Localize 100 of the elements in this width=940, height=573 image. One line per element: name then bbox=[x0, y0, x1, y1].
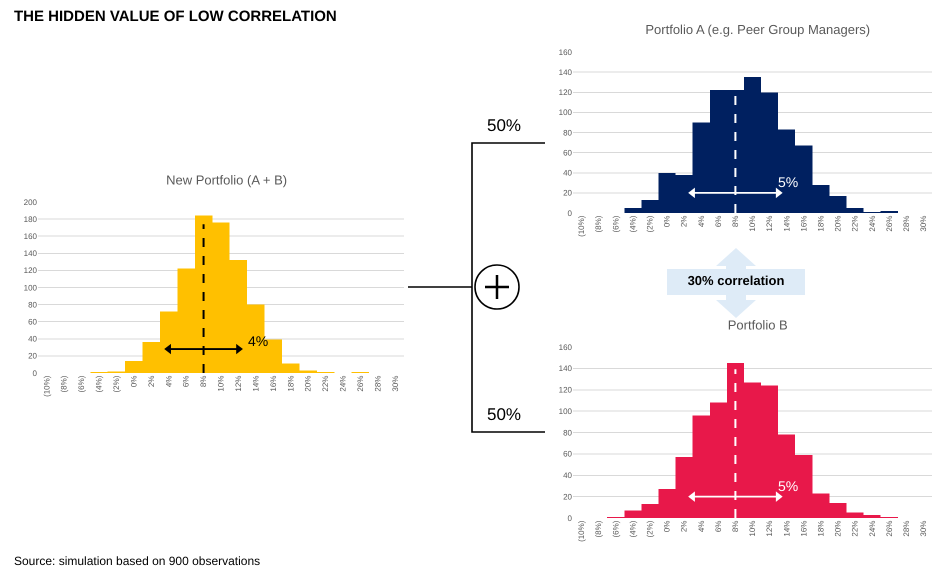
x-tick-label: 4% bbox=[164, 376, 174, 388]
y-tick-label: 200 bbox=[24, 198, 38, 207]
x-tick-label: (6%) bbox=[611, 215, 620, 232]
x-tick-label: 30% bbox=[919, 216, 928, 232]
x-tick-label: 4% bbox=[696, 216, 706, 228]
x-tick-label: 18% bbox=[816, 216, 826, 232]
x-tick-label: (2%) bbox=[646, 520, 655, 538]
y-tick-label: 0 bbox=[32, 368, 38, 378]
x-tick-label: (4%) bbox=[628, 215, 638, 232]
chart-title: Portfolio B bbox=[728, 317, 788, 332]
y-tick-label: 140 bbox=[558, 364, 573, 374]
y-tick-label: 40 bbox=[28, 334, 38, 344]
y-tick-label: 0 bbox=[568, 514, 573, 523]
y-tick-label: 40 bbox=[563, 168, 573, 178]
x-tick-label: 20% bbox=[834, 520, 843, 537]
x-tick-label: 26% bbox=[884, 520, 894, 537]
y-tick-label: 180 bbox=[24, 214, 38, 224]
x-tick-label: (2%) bbox=[112, 375, 122, 392]
source-note: Source: simulation based on 900 observations bbox=[14, 554, 260, 568]
y-tick-label: 120 bbox=[558, 386, 573, 395]
x-tick-label: 28% bbox=[373, 376, 382, 392]
text: THE HIDDEN VALUE OF LOW CORRELATION bbox=[14, 8, 337, 25]
x-tick-label: 12% bbox=[765, 520, 774, 537]
text: 50% bbox=[487, 116, 522, 136]
chart-title: Portfolio A (e.g. Peer Group Managers) bbox=[645, 22, 870, 38]
x-tick-label: 10% bbox=[216, 376, 226, 392]
text: 30% correlation bbox=[686, 273, 786, 288]
annotation: 4% bbox=[248, 333, 268, 349]
x-tick-label: 18% bbox=[816, 520, 826, 537]
x-tick-label: (8%) bbox=[594, 520, 604, 538]
x-tick-label: 6% bbox=[714, 216, 723, 228]
y-tick-label: 100 bbox=[24, 283, 38, 292]
x-tick-label: 0% bbox=[662, 520, 672, 532]
x-tick-label: 16% bbox=[799, 216, 808, 232]
y-tick-label: 100 bbox=[558, 108, 573, 118]
x-tick-label: 22% bbox=[850, 520, 860, 537]
y-tick-label: 60 bbox=[28, 318, 38, 326]
y-tick-label: 80 bbox=[28, 300, 38, 310]
text: 50% bbox=[487, 405, 522, 425]
y-tick-label: 20 bbox=[563, 492, 573, 502]
x-tick-label: 28% bbox=[902, 520, 911, 537]
y-tick-label: 160 bbox=[558, 48, 573, 57]
x-tick-label: 18% bbox=[286, 376, 296, 392]
x-tick-label: 10% bbox=[748, 520, 758, 537]
x-tick-label: 24% bbox=[868, 216, 877, 232]
x-tick-label: (10%) bbox=[577, 520, 586, 542]
y-tick-label: 60 bbox=[563, 450, 573, 459]
x-tick-label: 30% bbox=[390, 376, 400, 392]
chart-title: New Portfolio (A + B) bbox=[166, 172, 288, 188]
x-tick-label: 6% bbox=[182, 376, 191, 388]
x-tick-label: 20% bbox=[304, 376, 313, 392]
x-tick-label: 26% bbox=[884, 216, 894, 232]
y-tick-label: 20 bbox=[563, 188, 573, 198]
x-tick-label: (10%) bbox=[42, 375, 52, 397]
x-tick-label: 2% bbox=[146, 376, 156, 388]
x-tick-label: 20% bbox=[834, 216, 843, 232]
x-tick-label: 22% bbox=[321, 376, 330, 392]
y-tick-label: 140 bbox=[558, 68, 573, 77]
x-tick-label: 14% bbox=[251, 376, 260, 392]
y-tick-label: 100 bbox=[558, 406, 573, 416]
x-tick-label: (6%) bbox=[611, 520, 620, 538]
y-tick-label: 160 bbox=[558, 342, 573, 352]
x-tick-label: 14% bbox=[782, 216, 792, 232]
x-tick-label: 0% bbox=[129, 376, 138, 388]
x-tick-label: 8% bbox=[199, 376, 208, 388]
x-tick-label: 16% bbox=[268, 376, 278, 392]
x-tick-label: 14% bbox=[782, 520, 792, 537]
x-tick-label: (4%) bbox=[628, 520, 638, 538]
x-tick-label: (2%) bbox=[646, 215, 655, 232]
x-tick-label: 2% bbox=[680, 520, 689, 532]
x-tick-label: 22% bbox=[850, 216, 860, 232]
y-tick-label: 80 bbox=[563, 428, 573, 438]
x-tick-label: 8% bbox=[731, 520, 740, 532]
x-tick-label: (4%) bbox=[94, 375, 104, 392]
y-tick-label: 0 bbox=[568, 208, 573, 218]
x-tick-label: (8%) bbox=[594, 215, 604, 232]
x-tick-label: 24% bbox=[338, 376, 348, 392]
x-tick-label: 30% bbox=[919, 520, 928, 537]
x-tick-label: 16% bbox=[799, 520, 808, 537]
x-tick-label: 24% bbox=[868, 520, 877, 537]
x-tick-label: 12% bbox=[765, 216, 774, 232]
x-tick-label: 8% bbox=[731, 216, 740, 228]
x-tick-label: (8%) bbox=[60, 375, 69, 392]
y-tick-label: 60 bbox=[563, 148, 573, 158]
x-tick-label: 6% bbox=[714, 520, 723, 532]
x-tick-label: 28% bbox=[902, 216, 911, 232]
y-tick-label: 140 bbox=[24, 249, 38, 258]
y-tick-label: 40 bbox=[563, 471, 573, 480]
x-tick-label: 12% bbox=[234, 376, 244, 392]
x-tick-label: 4% bbox=[696, 520, 706, 532]
y-tick-label: 20 bbox=[28, 352, 38, 361]
x-tick-label: 2% bbox=[680, 216, 689, 228]
x-tick-label: 0% bbox=[662, 216, 672, 228]
x-tick-label: (10%) bbox=[577, 215, 586, 237]
y-tick-label: 120 bbox=[558, 88, 573, 98]
x-tick-label: 10% bbox=[748, 216, 758, 232]
annotation: 5% bbox=[778, 174, 798, 190]
annotation: 5% bbox=[778, 478, 798, 494]
x-tick-label: (6%) bbox=[77, 375, 86, 392]
x-tick-label: 26% bbox=[356, 376, 366, 392]
